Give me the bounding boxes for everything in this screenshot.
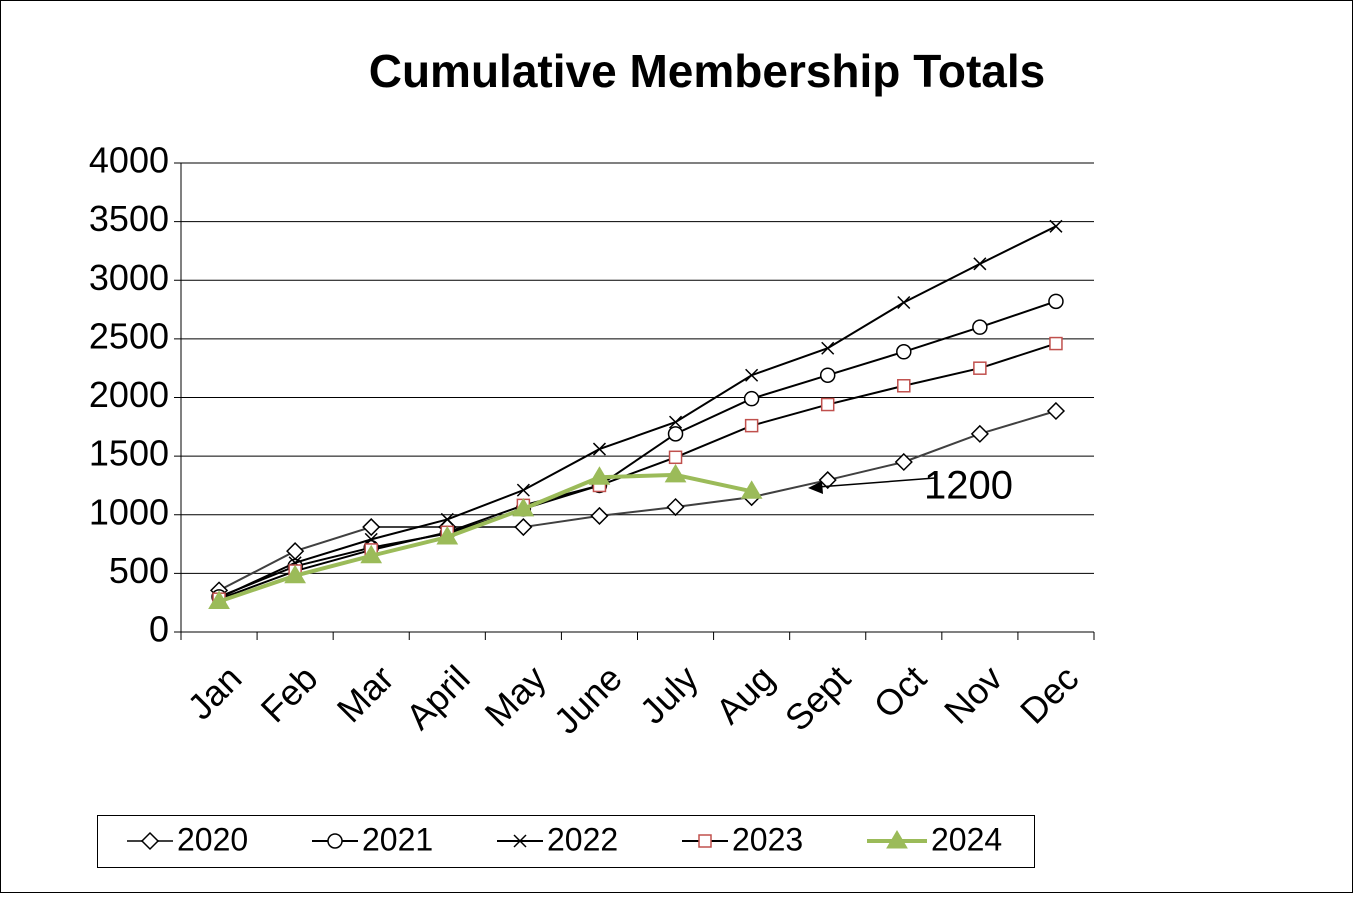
y-tick-label: 3000 <box>89 257 169 298</box>
legend-label: 2024 <box>931 821 1002 857</box>
marker <box>440 512 454 526</box>
y-tick-label: 1500 <box>89 433 169 474</box>
annotation-arrow <box>817 477 936 488</box>
marker <box>1048 293 1064 310</box>
marker <box>140 831 160 851</box>
legend-label: 2020 <box>177 821 248 857</box>
marker <box>745 368 759 382</box>
y-tick-label: 2000 <box>89 374 169 415</box>
annotation-arrowhead <box>808 481 823 494</box>
y-tick-label: 2500 <box>89 315 169 356</box>
series-line <box>218 472 753 604</box>
marker <box>284 564 306 584</box>
legend-label: 2021 <box>362 821 433 857</box>
series <box>208 463 763 610</box>
marker <box>896 344 912 360</box>
series <box>212 219 1063 605</box>
marker <box>667 426 684 442</box>
marker <box>972 319 988 335</box>
marker <box>362 518 381 537</box>
marker <box>897 379 911 393</box>
marker <box>819 367 836 383</box>
y-tick-label: 3500 <box>89 198 169 239</box>
marker <box>1046 401 1066 421</box>
marker <box>514 518 533 537</box>
marker <box>886 830 908 849</box>
y-tick-label: 4000 <box>89 140 169 181</box>
marker <box>894 452 913 472</box>
marker <box>698 834 712 848</box>
series-line <box>218 225 1057 599</box>
chart-title: Cumulative Membership Totals <box>369 45 1046 97</box>
marker <box>588 466 611 485</box>
marker <box>664 463 687 483</box>
y-tick-label: 0 <box>149 609 169 650</box>
marker <box>592 442 606 456</box>
marker <box>590 506 609 525</box>
marker <box>513 834 527 848</box>
marker <box>666 497 685 517</box>
legend-label: 2022 <box>547 821 618 857</box>
marker <box>744 418 759 433</box>
marker <box>973 257 987 271</box>
marker <box>743 390 760 407</box>
marker <box>973 361 987 375</box>
series-line <box>218 342 1057 601</box>
marker <box>897 295 911 310</box>
y-tick-label: 500 <box>109 550 169 591</box>
marker <box>512 497 535 517</box>
annotation: 1200 <box>924 464 1013 508</box>
marker <box>208 590 230 610</box>
marker <box>970 424 989 443</box>
marker <box>740 480 763 499</box>
marker <box>1049 219 1063 233</box>
marker <box>1049 336 1063 351</box>
marker <box>668 450 683 465</box>
marker <box>327 833 343 849</box>
y-tick-label: 1000 <box>89 491 169 532</box>
marker <box>436 526 459 545</box>
series-line <box>218 300 1057 598</box>
marker <box>818 470 837 490</box>
marker <box>516 483 530 497</box>
marker <box>360 544 383 564</box>
series-line <box>218 410 1057 592</box>
marker <box>669 415 683 429</box>
marker <box>820 397 835 412</box>
marker <box>821 341 835 355</box>
legend-label: 2023 <box>732 821 803 857</box>
